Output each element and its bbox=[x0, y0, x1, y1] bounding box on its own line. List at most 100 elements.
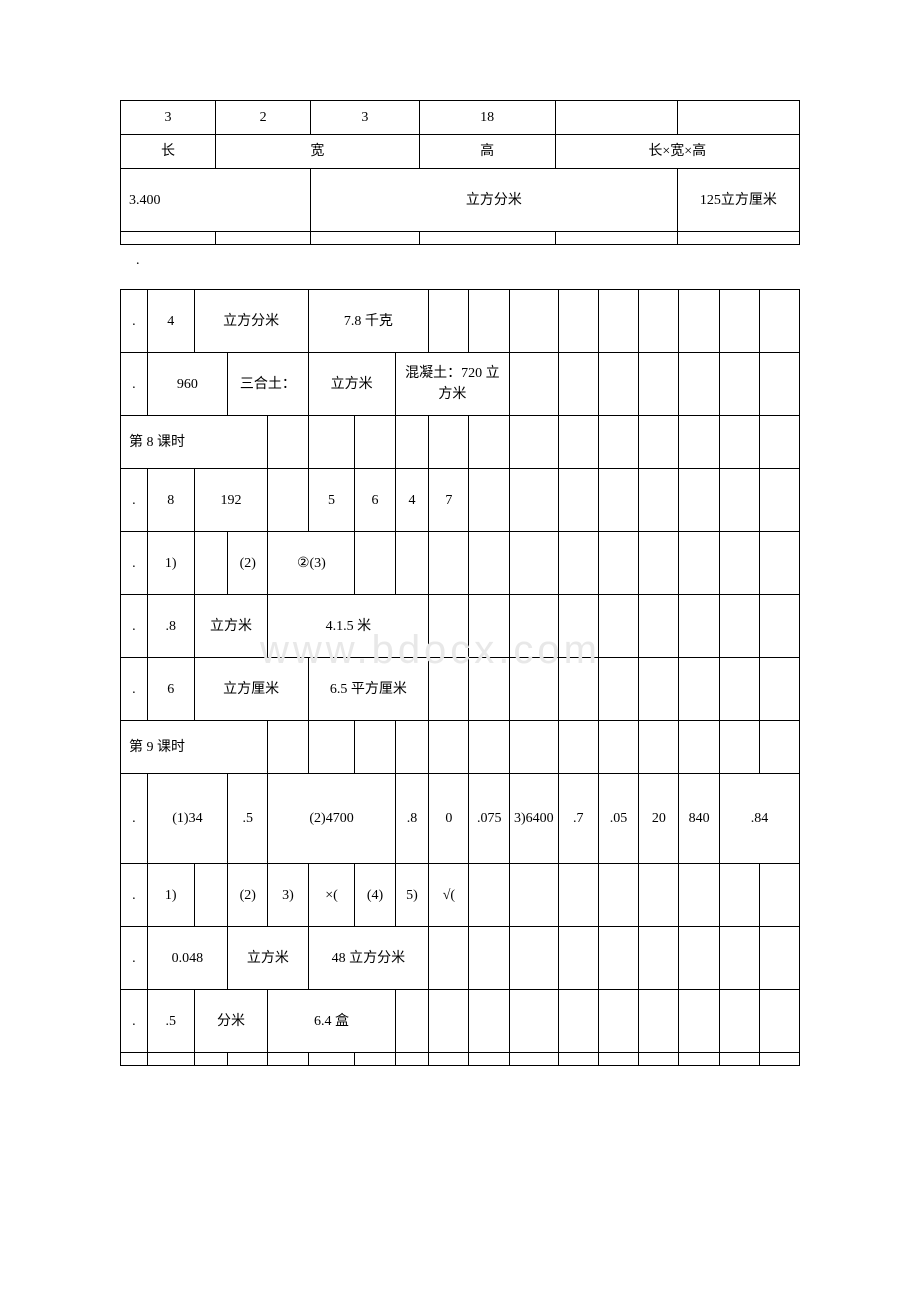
cell bbox=[598, 721, 638, 774]
cell bbox=[759, 1053, 799, 1066]
cell bbox=[469, 416, 510, 469]
cell bbox=[679, 290, 719, 353]
cell: 7.8 千克 bbox=[308, 290, 429, 353]
cell bbox=[429, 1053, 469, 1066]
dot-separator: . bbox=[136, 253, 800, 269]
cell: . bbox=[121, 290, 148, 353]
cell bbox=[679, 353, 719, 416]
cell bbox=[469, 658, 510, 721]
cell bbox=[677, 101, 799, 135]
cell bbox=[759, 927, 799, 990]
cell bbox=[311, 232, 420, 245]
cell bbox=[598, 532, 638, 595]
cell: . bbox=[121, 469, 148, 532]
cell: 5 bbox=[308, 469, 355, 532]
cell bbox=[759, 416, 799, 469]
cell bbox=[679, 721, 719, 774]
cell bbox=[679, 1053, 719, 1066]
cell: 6 bbox=[147, 658, 194, 721]
cell: 立方米 bbox=[308, 353, 395, 416]
table-row: . 1) (2) ②(3) bbox=[121, 532, 800, 595]
cell: 20 bbox=[639, 774, 679, 864]
cell bbox=[558, 864, 598, 927]
cell bbox=[639, 595, 679, 658]
cell: (1)34 bbox=[147, 774, 227, 864]
cell bbox=[558, 353, 598, 416]
table-row: 第 8 课时 bbox=[121, 416, 800, 469]
cell bbox=[639, 864, 679, 927]
cell: 4 bbox=[147, 290, 194, 353]
cell: 立方厘米 bbox=[194, 658, 308, 721]
table-row: 长 宽 高 长×宽×高 bbox=[121, 135, 800, 169]
cell bbox=[719, 927, 759, 990]
cell bbox=[598, 927, 638, 990]
cell bbox=[759, 290, 799, 353]
cell: (2)4700 bbox=[268, 774, 395, 864]
cell bbox=[598, 658, 638, 721]
cell bbox=[639, 469, 679, 532]
cell bbox=[598, 1053, 638, 1066]
cell: 18 bbox=[419, 101, 555, 135]
cell: 三合土： bbox=[228, 353, 309, 416]
cell bbox=[679, 532, 719, 595]
cell bbox=[510, 353, 559, 416]
cell bbox=[639, 1053, 679, 1066]
cell: 48 立方分米 bbox=[308, 927, 429, 990]
cell: .7 bbox=[558, 774, 598, 864]
cell: 1) bbox=[147, 532, 194, 595]
cell bbox=[194, 1053, 227, 1066]
cell bbox=[558, 721, 598, 774]
cell bbox=[510, 469, 559, 532]
cell bbox=[147, 1053, 194, 1066]
cell: (2) bbox=[228, 532, 268, 595]
cell: 分米 bbox=[194, 990, 268, 1053]
cell: (2) bbox=[228, 864, 268, 927]
cell bbox=[679, 658, 719, 721]
cell bbox=[469, 990, 510, 1053]
cell bbox=[510, 532, 559, 595]
cell: 3) bbox=[268, 864, 308, 927]
cell bbox=[679, 927, 719, 990]
cell: .8 bbox=[395, 774, 429, 864]
cell bbox=[558, 595, 598, 658]
cell: 长 bbox=[121, 135, 216, 169]
cell bbox=[639, 416, 679, 469]
cell bbox=[558, 416, 598, 469]
page: www.bdocx.com 3 2 3 18 长 宽 高 长×宽×高 3.400… bbox=[0, 0, 920, 1134]
table-row bbox=[121, 232, 800, 245]
cell bbox=[469, 469, 510, 532]
cell bbox=[558, 658, 598, 721]
cell: . bbox=[121, 532, 148, 595]
cell: 3 bbox=[121, 101, 216, 135]
cell: 第 9 课时 bbox=[121, 721, 268, 774]
cell bbox=[639, 532, 679, 595]
table-row: . 1) (2) 3) ×( (4) 5) √( bbox=[121, 864, 800, 927]
cell: 4 bbox=[395, 469, 429, 532]
cell bbox=[469, 595, 510, 658]
cell: 2 bbox=[216, 101, 311, 135]
cell bbox=[759, 469, 799, 532]
cell bbox=[558, 990, 598, 1053]
cell bbox=[395, 721, 429, 774]
cell bbox=[268, 721, 308, 774]
cell bbox=[719, 290, 759, 353]
cell bbox=[679, 990, 719, 1053]
cell bbox=[719, 1053, 759, 1066]
table-row: 3 2 3 18 bbox=[121, 101, 800, 135]
cell bbox=[719, 353, 759, 416]
cell: 6.4 盒 bbox=[268, 990, 395, 1053]
table-row: . 960 三合土： 立方米 混凝土：720 立方米 bbox=[121, 353, 800, 416]
cell bbox=[759, 721, 799, 774]
cell bbox=[395, 532, 429, 595]
cell bbox=[429, 595, 469, 658]
cell bbox=[308, 416, 355, 469]
cell bbox=[395, 416, 429, 469]
cell bbox=[419, 232, 555, 245]
cell: 192 bbox=[194, 469, 268, 532]
cell: 8 bbox=[147, 469, 194, 532]
cell bbox=[268, 1053, 308, 1066]
table-row: . 4 立方分米 7.8 千克 bbox=[121, 290, 800, 353]
cell bbox=[558, 469, 598, 532]
cell: 6 bbox=[355, 469, 395, 532]
cell bbox=[216, 232, 311, 245]
